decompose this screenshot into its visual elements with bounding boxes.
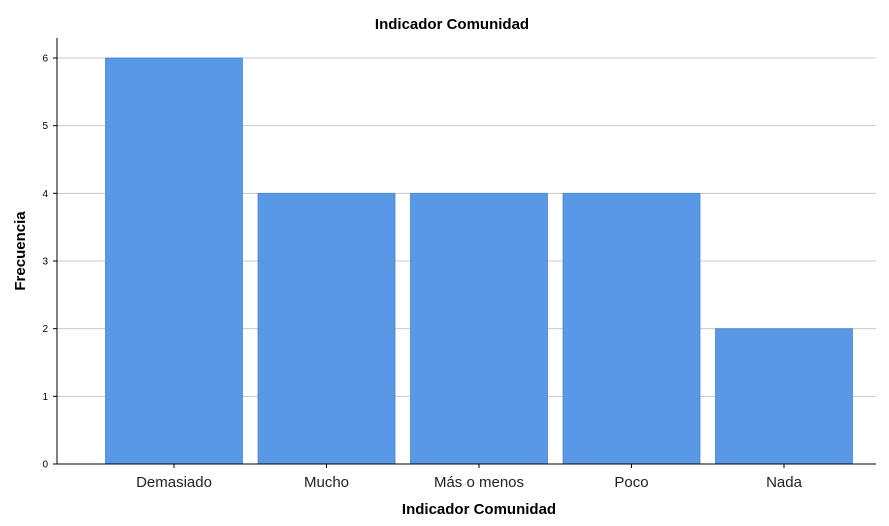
bar-nada — [715, 328, 853, 465]
axes — [56, 38, 876, 465]
bars — [105, 57, 853, 465]
y-tick-label: 3 — [42, 257, 48, 268]
chart-title: Indicador Comunidad — [375, 16, 529, 33]
y-tick-label: 5 — [42, 121, 48, 132]
x-tick-label: Mucho — [304, 474, 349, 491]
x-tick-label: Demasiado — [136, 474, 212, 491]
x-tick-label: Poco — [614, 474, 648, 491]
y-tick-label: 6 — [42, 54, 48, 65]
bar-demasiado — [105, 57, 243, 465]
y-tick-label: 2 — [42, 324, 48, 335]
bar-poco — [562, 192, 701, 465]
y-tick-labels: 0 1 2 3 4 5 6 — [42, 54, 57, 471]
y-axis-title: Frecuencia — [12, 211, 29, 291]
y-tick-label: 4 — [42, 189, 48, 200]
y-tick-label: 0 — [42, 460, 48, 471]
x-tick-label: Más o menos — [434, 474, 524, 491]
x-tick-labels: Demasiado Mucho Más o menos Poco Nada — [136, 464, 803, 491]
bar-mucho — [257, 192, 396, 465]
x-axis-title: Indicador Comunidad — [402, 501, 556, 518]
x-tick-label: Nada — [766, 474, 803, 491]
bar-más-o-menos — [410, 192, 548, 465]
y-tick-label: 1 — [42, 392, 48, 403]
